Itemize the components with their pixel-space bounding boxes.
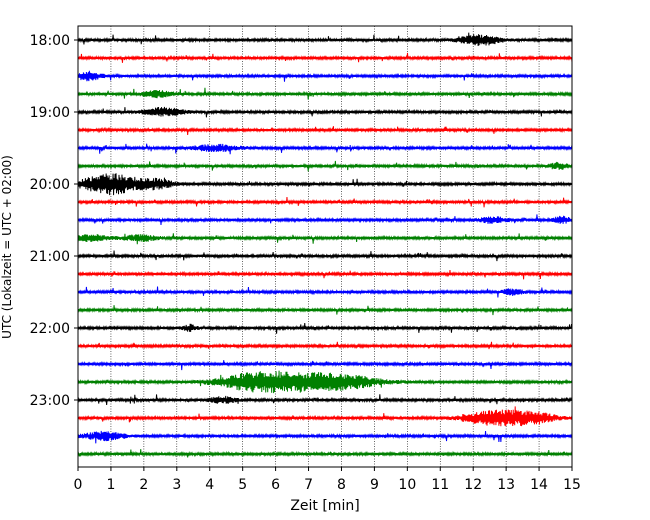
- x-tick-label: 13: [497, 477, 515, 493]
- trace-line: [77, 106, 573, 118]
- x-tick-label: 9: [370, 477, 379, 493]
- x-axis: 0 1 2 3 4 5 6 7 8 9 10 11 12 13 14 15: [74, 467, 581, 493]
- x-tick-label: 7: [304, 477, 313, 493]
- x-tick-label: 5: [238, 477, 247, 493]
- y-axis-label: UTC (Lokalzeit = UTC + 02:00): [0, 155, 14, 339]
- trace-line: [77, 323, 573, 334]
- trace-line: [77, 449, 573, 458]
- plot-frame: [77, 25, 573, 468]
- x-tick-label: 4: [205, 477, 214, 493]
- x-tick-label: 6: [271, 477, 280, 493]
- trace-line: [77, 286, 573, 298]
- trace-line: [77, 143, 573, 155]
- trace-line: [77, 430, 573, 444]
- x-tick-label: 2: [139, 477, 148, 493]
- trace-line: [77, 173, 573, 196]
- y-tick-label: 20:00: [30, 177, 70, 193]
- x-tick-label: 0: [74, 477, 83, 493]
- x-tick-label: 8: [337, 477, 346, 493]
- x-axis-label: Zeit [min]: [290, 498, 359, 514]
- y-tick-label: 23:00: [30, 393, 70, 409]
- x-tick-label: 11: [431, 477, 449, 493]
- trace-line: [77, 341, 573, 350]
- y-axis: 18:00 19:00 20:00 21:00 22:00 23:00: [30, 33, 78, 409]
- trace-line: [77, 160, 573, 172]
- trace-line: [77, 87, 573, 100]
- y-tick-label: 19:00: [30, 105, 70, 121]
- trace-line: [77, 32, 573, 47]
- y-tick-label: 22:00: [30, 321, 70, 337]
- trace-line: [77, 70, 573, 82]
- x-tick-label: 10: [398, 477, 416, 493]
- x-tick-label: 1: [106, 477, 115, 493]
- x-tick-label: 3: [172, 477, 181, 493]
- y-tick-label: 18:00: [30, 33, 70, 49]
- grid-lines: [110, 26, 540, 467]
- trace-line: [77, 370, 573, 394]
- x-tick-label: 12: [464, 477, 482, 493]
- trace-line: [77, 52, 573, 63]
- trace-line: [77, 250, 573, 262]
- x-tick-label: 14: [530, 477, 548, 493]
- trace-line: [77, 394, 573, 405]
- trace-line: [77, 269, 573, 280]
- trace-line: [77, 233, 573, 245]
- y-tick-label: 21:00: [30, 249, 70, 265]
- trace-line: [77, 406, 573, 427]
- x-tick-label: 15: [563, 477, 581, 493]
- trace-line: [77, 126, 573, 135]
- trace-line: [77, 360, 573, 371]
- trace-line: [77, 214, 573, 225]
- seismic-traces: [77, 32, 573, 458]
- trace-line: [77, 197, 573, 208]
- trace-line: [77, 305, 573, 316]
